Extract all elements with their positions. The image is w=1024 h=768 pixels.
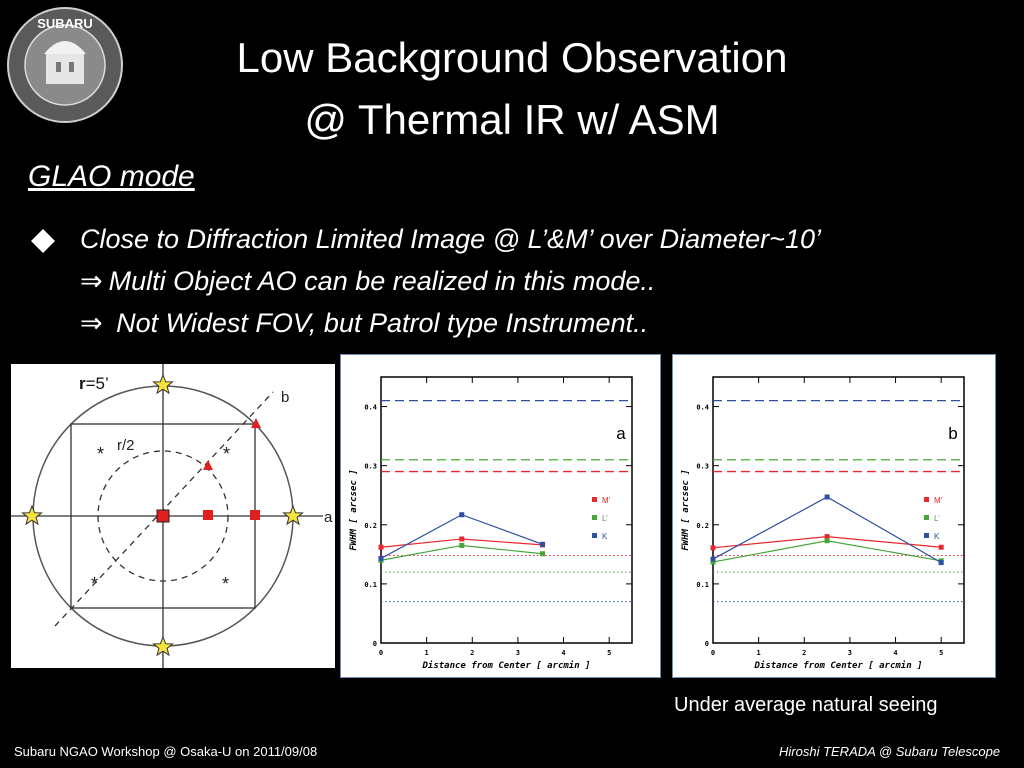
axis-b-line	[54, 391, 274, 627]
data-point	[824, 534, 830, 540]
data-point	[710, 556, 716, 562]
data-point	[824, 538, 830, 544]
legend-swatch	[924, 533, 929, 538]
y-tick-label: 0.2	[696, 522, 709, 530]
x-axis-label: Distance from Center [ arcmin ]	[422, 660, 591, 671]
fwhm-chart-a: 0 0.1 0.2 0.3 0.4 0 1 2 3 4 5 M’ L’ Ka Distance from C…	[349, 376, 633, 671]
legend-swatch	[592, 533, 597, 538]
bullet-sub-2: ⇒ Not Widest FOV, but Patrol type Instru…	[80, 308, 648, 339]
data-point	[459, 542, 465, 548]
x-tick-label: 1	[425, 649, 429, 657]
x-tick-label: 3	[848, 649, 852, 657]
slide-title-line-1: Low Background Observation	[236, 34, 788, 81]
x-tick-label: 5	[939, 649, 943, 657]
data-point	[459, 536, 465, 542]
legend-label: M’	[602, 496, 611, 505]
legend-swatch	[924, 497, 929, 502]
x-tick-label: 4	[893, 649, 897, 657]
y-tick-label: 0.3	[364, 463, 377, 471]
x-tick-label: 2	[470, 649, 474, 657]
y-tick-label: 0	[373, 640, 377, 648]
data-point	[938, 544, 944, 550]
legend-label: K	[602, 532, 608, 541]
guide-star-left	[22, 505, 42, 525]
center-marker	[156, 509, 170, 523]
footer-author: Hiroshi TERADA @ Subaru Telescope	[779, 744, 1001, 759]
y-tick-label: 0.4	[696, 404, 709, 412]
legend-swatch	[592, 515, 597, 520]
svg-text:*: *	[222, 574, 229, 594]
legend-swatch	[924, 515, 929, 520]
data-point	[378, 544, 384, 550]
y-tick-label: 0	[705, 640, 709, 648]
x-axis-label: Distance from Center [ arcmin ]	[754, 660, 923, 671]
half-radius-label: r/2	[117, 437, 135, 454]
marker-b-full	[251, 418, 261, 428]
bullet-sub-1-text: Multi Object AO can be realized in this …	[108, 266, 656, 296]
fwhm-chart-b: 0 0.1 0.2 0.3 0.4 0 1 2 3 4 5 M’ L’ Kb Distance from C…	[681, 376, 965, 671]
x-tick-label: 3	[516, 649, 520, 657]
y-axis-label: FWHM [ arcsec ]	[349, 469, 359, 550]
y-tick-label: 0.4	[364, 404, 377, 412]
axis-b-label: b	[281, 389, 289, 406]
legend-swatch	[592, 497, 597, 502]
bullet-sub-2-text: Not Widest FOV, but Patrol type Instrume…	[108, 308, 649, 338]
plot-frame	[712, 376, 965, 644]
x-tick-label: 4	[561, 649, 565, 657]
implies-arrow-icon: ⇒	[80, 308, 103, 338]
data-point	[710, 559, 716, 565]
legend-label: K	[934, 532, 940, 541]
legend-label: L’	[602, 514, 608, 523]
marker-b-half	[203, 460, 213, 470]
y-tick-label: 0.1	[696, 581, 709, 589]
data-point	[710, 545, 716, 551]
svg-text:*: *	[223, 444, 230, 464]
marker-a-full	[250, 510, 260, 520]
bullet-main: Close to Diffraction Limited Image @ L’&…	[80, 224, 821, 254]
data-point	[378, 555, 384, 561]
implies-arrow-icon: ⇒	[80, 266, 103, 296]
y-axis-label: FWHM [ arcsec ]	[681, 469, 691, 550]
chart-caption: Under average natural seeing	[674, 694, 938, 716]
y-tick-label: 0.3	[696, 463, 709, 471]
footer-event: Subaru NGAO Workshop @ Osaka-U on 2011/0…	[14, 744, 318, 759]
data-point	[540, 551, 546, 557]
plot-frame	[380, 376, 633, 644]
axis-a-label: a	[324, 509, 333, 526]
field-geometry-diagram: * * * * r=5’ r/2 b a	[11, 364, 335, 668]
data-point	[824, 494, 830, 500]
svg-text:*: *	[97, 444, 104, 464]
y-tick-label: 0.1	[364, 581, 377, 589]
radius-label: r=5’	[79, 374, 109, 393]
x-tick-label: 2	[802, 649, 806, 657]
bullet-sub-1: ⇒ Multi Object AO can be realized in this…	[80, 266, 655, 297]
x-tick-label: 0	[379, 649, 383, 657]
logo-name: SUBARU	[37, 16, 93, 31]
data-point	[459, 512, 465, 518]
diamond-bullet-icon	[31, 229, 55, 253]
panel-label: b	[948, 424, 957, 443]
svg-text:*: *	[91, 574, 98, 594]
data-point	[540, 541, 546, 547]
slide-title-line-2: @ Thermal IR w/ ASM	[304, 96, 720, 143]
section-heading: GLAO mode	[28, 160, 195, 193]
x-tick-label: 1	[757, 649, 761, 657]
series-line	[712, 496, 942, 564]
panel-label: a	[616, 424, 626, 443]
data-point	[938, 560, 944, 566]
x-tick-label: 0	[711, 649, 715, 657]
legend-label: M’	[934, 496, 943, 505]
legend-label: L’	[934, 514, 940, 523]
marker-a-half	[203, 510, 213, 520]
y-tick-label: 0.2	[364, 522, 377, 530]
x-tick-label: 5	[607, 649, 611, 657]
subaru-logo: SUBARU	[7, 7, 123, 123]
